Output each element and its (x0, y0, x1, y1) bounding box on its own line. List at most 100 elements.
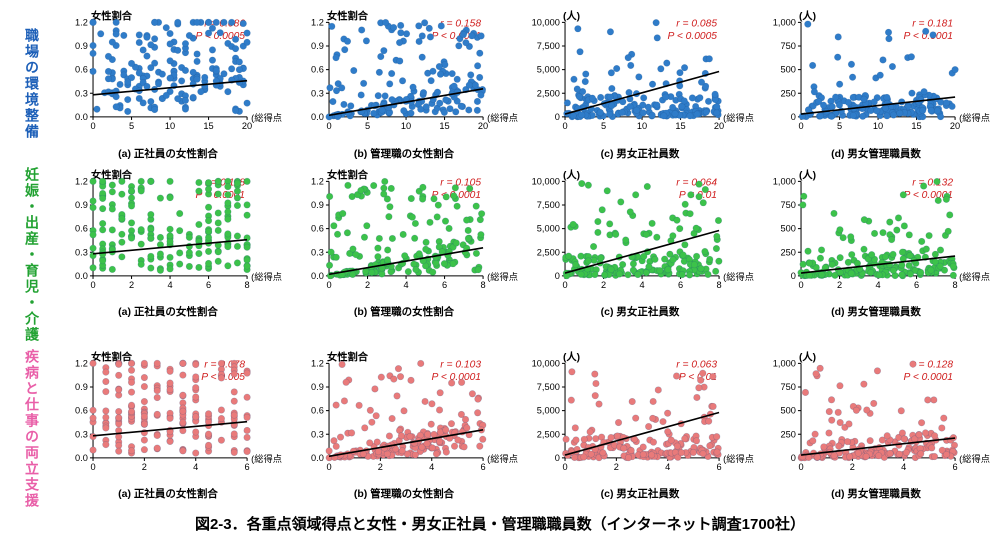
svg-text:1.2: 1.2 (311, 358, 324, 368)
scatter-chart: 女性割合r = 0.078P < 0.0050.00.30.60.91.2024… (54, 349, 282, 489)
svg-text:10,000: 10,000 (532, 358, 560, 368)
svg-text:0.3: 0.3 (311, 429, 324, 439)
chart-cell: (人)r = 0.063P < 0.0102,5005,0007,50010,0… (526, 349, 754, 509)
svg-text:250: 250 (780, 429, 795, 439)
svg-text:(総得点): (総得点) (959, 271, 990, 282)
svg-text:4: 4 (167, 280, 172, 290)
svg-text:r = 0.132: r = 0.132 (912, 177, 953, 188)
svg-text:0.3: 0.3 (75, 429, 88, 439)
chart-svg-wrap: 女性割合r = 0.118P < 0.00010.00.30.60.91.202… (54, 167, 282, 307)
svg-text:2,500: 2,500 (537, 88, 560, 98)
scatter-chart: 女性割合r = 0.118P < 0.00010.00.30.60.91.202… (54, 167, 282, 307)
svg-text:2: 2 (850, 462, 855, 472)
chart-cell: 女性割合r = 0.078P < 0.0050.00.30.60.91.2024… (54, 349, 282, 509)
svg-text:5: 5 (837, 121, 842, 131)
svg-text:5,000: 5,000 (537, 405, 560, 415)
svg-text:1.2: 1.2 (311, 176, 324, 186)
svg-text:4: 4 (429, 462, 434, 472)
svg-text:1.2: 1.2 (75, 358, 88, 368)
svg-text:(総得点): (総得点) (723, 453, 754, 464)
svg-text:10: 10 (401, 121, 411, 131)
chart-grid: 職場の環境整備女性割合r = 0.086P < 0.00050.00.30.60… (10, 8, 990, 509)
scatter-chart: (人)r = 0.063P < 0.0102,5005,0007,50010,0… (526, 349, 754, 489)
chart-row: 職場の環境整備女性割合r = 0.086P < 0.00050.00.30.60… (10, 8, 990, 161)
svg-text:(人): (人) (563, 9, 580, 22)
figure-container: 職場の環境整備女性割合r = 0.086P < 0.00050.00.30.60… (0, 0, 1000, 534)
svg-text:5,000: 5,000 (537, 65, 560, 75)
chart-caption: (c) 男女正社員数 (601, 486, 680, 501)
svg-text:10: 10 (873, 121, 883, 131)
svg-text:0.6: 0.6 (311, 65, 324, 75)
svg-text:女性割合: 女性割合 (327, 168, 369, 181)
svg-text:0.3: 0.3 (75, 247, 88, 257)
svg-text:5: 5 (601, 121, 606, 131)
svg-text:r = 0.085: r = 0.085 (676, 18, 717, 29)
chart-caption: (b) 管理職の女性割合 (354, 146, 454, 161)
svg-text:1,000: 1,000 (773, 358, 796, 368)
svg-text:2,500: 2,500 (537, 429, 560, 439)
svg-text:8: 8 (245, 280, 250, 290)
chart-row: 疾病と仕事の両立支援女性割合r = 0.078P < 0.0050.00.30.… (10, 349, 990, 509)
chart-cell: 女性割合r = 0.118P < 0.00010.00.30.60.91.202… (54, 167, 282, 343)
svg-text:0.0: 0.0 (311, 453, 324, 463)
svg-text:r = 0.063: r = 0.063 (676, 359, 717, 370)
svg-text:0: 0 (90, 280, 95, 290)
svg-text:2: 2 (601, 280, 606, 290)
svg-text:10: 10 (165, 121, 175, 131)
svg-text:0: 0 (555, 271, 560, 281)
svg-text:0.0: 0.0 (311, 112, 324, 122)
chart-cell: 女性割合r = 0.086P < 0.00050.00.30.60.91.205… (54, 8, 282, 161)
svg-text:1.2: 1.2 (311, 17, 324, 27)
chart-caption: (d) 男女管理職員数 (831, 146, 921, 161)
chart-cell: 女性割合r = 0.103P < 0.00010.00.30.60.91.202… (290, 349, 518, 509)
chart-svg-wrap: 女性割合r = 0.086P < 0.00050.00.30.60.91.205… (54, 8, 282, 148)
svg-text:4: 4 (665, 462, 670, 472)
svg-text:5,000: 5,000 (537, 223, 560, 233)
chart-caption: (c) 男女正社員数 (601, 146, 680, 161)
chart-row-charts: 女性割合r = 0.086P < 0.00050.00.30.60.91.205… (54, 8, 990, 161)
svg-text:0: 0 (90, 462, 95, 472)
svg-text:6: 6 (678, 280, 683, 290)
svg-text:0.6: 0.6 (311, 223, 324, 233)
svg-text:0: 0 (562, 280, 567, 290)
scatter-chart: (人)r = 0.064P < 0.0102,5005,0007,50010,0… (526, 167, 754, 307)
svg-text:10,000: 10,000 (532, 176, 560, 186)
svg-text:7,500: 7,500 (537, 382, 560, 392)
svg-text:(総得点): (総得点) (487, 112, 518, 123)
svg-text:8: 8 (717, 280, 722, 290)
scatter-chart: (人)r = 0.085P < 0.000502,5005,0007,50010… (526, 8, 754, 148)
svg-text:500: 500 (780, 405, 795, 415)
svg-text:7,500: 7,500 (537, 200, 560, 210)
chart-cell: (人)r = 0.181P < 0.000102505007501,000051… (762, 8, 990, 161)
svg-text:0: 0 (562, 462, 567, 472)
chart-caption: (d) 男女管理職員数 (831, 304, 921, 319)
scatter-chart: (人)r = 0.128P < 0.000102505007501,000024… (762, 349, 990, 489)
svg-text:P < 0.0001: P < 0.0001 (432, 371, 482, 382)
svg-text:0: 0 (791, 271, 796, 281)
svg-text:10: 10 (637, 121, 647, 131)
svg-text:0: 0 (562, 121, 567, 131)
scatter-chart: 女性割合r = 0.105P < 0.00010.00.30.60.91.202… (290, 167, 518, 307)
svg-text:0.0: 0.0 (311, 271, 324, 281)
chart-svg-wrap: (人)r = 0.063P < 0.0102,5005,0007,50010,0… (526, 349, 754, 489)
chart-caption: (b) 管理職の女性割合 (354, 486, 454, 501)
svg-text:0.0: 0.0 (75, 271, 88, 281)
svg-text:4: 4 (639, 280, 644, 290)
svg-text:P < 0.0005: P < 0.0005 (668, 31, 718, 42)
svg-text:0.6: 0.6 (75, 65, 88, 75)
svg-text:(人): (人) (799, 9, 816, 22)
row-category-label: 職場の環境整備 (10, 8, 54, 161)
svg-text:r = 0.128: r = 0.128 (912, 359, 953, 370)
svg-text:0.9: 0.9 (75, 382, 88, 392)
chart-caption: (a) 正社員の女性割合 (118, 146, 218, 161)
svg-text:r = 0.105: r = 0.105 (440, 177, 481, 188)
chart-svg-wrap: 女性割合r = 0.078P < 0.0050.00.30.60.91.2024… (54, 349, 282, 489)
chart-row-charts: 女性割合r = 0.078P < 0.0050.00.30.60.91.2024… (54, 349, 990, 509)
svg-text:(総得点): (総得点) (251, 271, 282, 282)
svg-text:0: 0 (90, 121, 95, 131)
svg-text:女性割合: 女性割合 (327, 350, 369, 363)
svg-text:6: 6 (914, 280, 919, 290)
svg-text:P < 0.0001: P < 0.0001 (904, 371, 954, 382)
svg-text:0.9: 0.9 (311, 382, 324, 392)
svg-text:6: 6 (481, 462, 486, 472)
